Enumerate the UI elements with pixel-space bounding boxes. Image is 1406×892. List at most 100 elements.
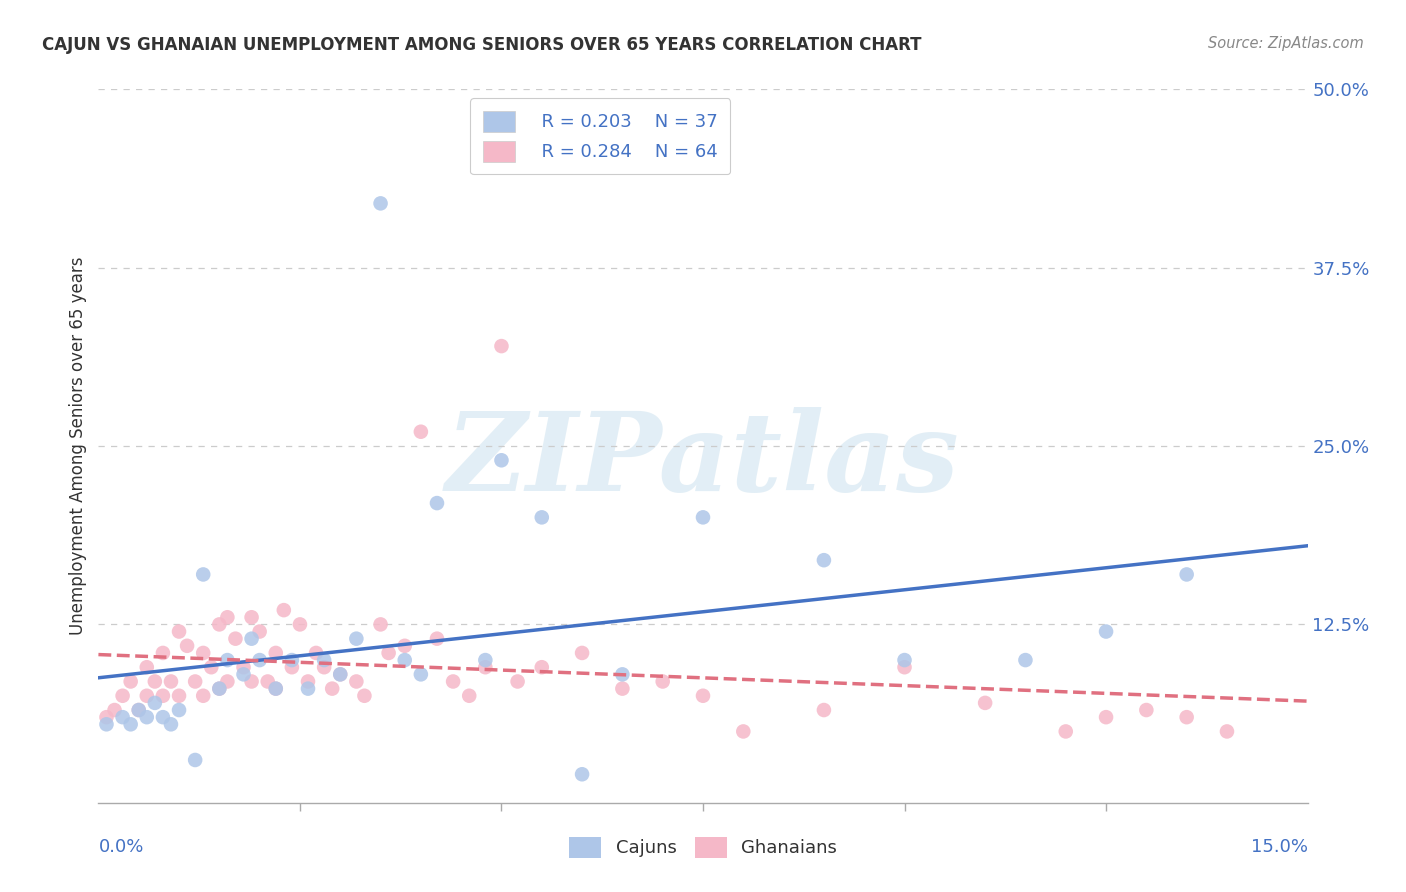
Point bbox=[329, 667, 352, 681]
Point bbox=[193, 646, 215, 660]
Point bbox=[813, 553, 835, 567]
Text: Source: ZipAtlas.com: Source: ZipAtlas.com bbox=[1208, 36, 1364, 51]
Point bbox=[167, 689, 190, 703]
Point bbox=[240, 674, 263, 689]
Point bbox=[143, 696, 166, 710]
Point bbox=[571, 767, 593, 781]
Point bbox=[281, 653, 304, 667]
Point bbox=[217, 674, 239, 689]
Point bbox=[256, 674, 278, 689]
Point bbox=[200, 660, 222, 674]
Point bbox=[426, 496, 449, 510]
Point bbox=[217, 610, 239, 624]
Point bbox=[1135, 703, 1157, 717]
Point bbox=[240, 610, 263, 624]
Point bbox=[506, 674, 529, 689]
Text: 0.0%: 0.0% bbox=[98, 838, 143, 856]
Point bbox=[103, 703, 125, 717]
Text: 15.0%: 15.0% bbox=[1250, 838, 1308, 856]
Point bbox=[264, 681, 287, 696]
Point bbox=[281, 660, 304, 674]
Point bbox=[733, 724, 755, 739]
Point bbox=[264, 681, 287, 696]
Point bbox=[491, 339, 513, 353]
Point bbox=[273, 603, 295, 617]
Point bbox=[208, 681, 231, 696]
Point bbox=[128, 703, 150, 717]
Point bbox=[160, 717, 183, 731]
Point bbox=[193, 689, 215, 703]
Point bbox=[1054, 724, 1077, 739]
Point bbox=[128, 703, 150, 717]
Point bbox=[224, 632, 246, 646]
Point bbox=[1175, 710, 1198, 724]
Point bbox=[176, 639, 198, 653]
Point bbox=[1095, 624, 1118, 639]
Point bbox=[184, 674, 207, 689]
Point bbox=[344, 674, 367, 689]
Point bbox=[344, 632, 367, 646]
Point bbox=[297, 681, 319, 696]
Point bbox=[111, 710, 134, 724]
Point bbox=[377, 646, 399, 660]
Point bbox=[1216, 724, 1239, 739]
Point bbox=[135, 660, 157, 674]
Point bbox=[1014, 653, 1036, 667]
Point bbox=[135, 689, 157, 703]
Point bbox=[321, 681, 343, 696]
Point bbox=[96, 710, 118, 724]
Point bbox=[143, 674, 166, 689]
Point bbox=[208, 681, 231, 696]
Point bbox=[474, 653, 496, 667]
Point bbox=[167, 624, 190, 639]
Point bbox=[135, 710, 157, 724]
Point bbox=[288, 617, 311, 632]
Point bbox=[491, 453, 513, 467]
Point bbox=[893, 660, 915, 674]
Point bbox=[474, 660, 496, 674]
Point bbox=[152, 689, 174, 703]
Point bbox=[232, 660, 254, 674]
Point bbox=[184, 753, 207, 767]
Point bbox=[530, 660, 553, 674]
Point bbox=[193, 567, 215, 582]
Point bbox=[160, 674, 183, 689]
Point bbox=[111, 689, 134, 703]
Point bbox=[120, 674, 142, 689]
Text: ZIPatlas: ZIPatlas bbox=[446, 407, 960, 514]
Point bbox=[217, 653, 239, 667]
Point bbox=[152, 646, 174, 660]
Point bbox=[305, 646, 328, 660]
Point bbox=[353, 689, 375, 703]
Text: CAJUN VS GHANAIAN UNEMPLOYMENT AMONG SENIORS OVER 65 YEARS CORRELATION CHART: CAJUN VS GHANAIAN UNEMPLOYMENT AMONG SEN… bbox=[42, 36, 922, 54]
Point bbox=[152, 710, 174, 724]
Point bbox=[370, 196, 392, 211]
Point bbox=[314, 653, 336, 667]
Point bbox=[208, 617, 231, 632]
Point bbox=[571, 646, 593, 660]
Point bbox=[120, 717, 142, 731]
Point bbox=[813, 703, 835, 717]
Point bbox=[1095, 710, 1118, 724]
Point bbox=[530, 510, 553, 524]
Point bbox=[167, 703, 190, 717]
Point bbox=[893, 653, 915, 667]
Point bbox=[232, 667, 254, 681]
Point bbox=[612, 667, 634, 681]
Point bbox=[297, 674, 319, 689]
Point bbox=[240, 632, 263, 646]
Point bbox=[409, 425, 432, 439]
Point bbox=[264, 646, 287, 660]
Point bbox=[96, 717, 118, 731]
Point bbox=[651, 674, 673, 689]
Point bbox=[409, 667, 432, 681]
Legend: Cajuns, Ghanaians: Cajuns, Ghanaians bbox=[561, 830, 845, 865]
Point bbox=[974, 696, 997, 710]
Point bbox=[394, 639, 416, 653]
Y-axis label: Unemployment Among Seniors over 65 years: Unemployment Among Seniors over 65 years bbox=[69, 257, 87, 635]
Point bbox=[314, 660, 336, 674]
Point bbox=[692, 689, 714, 703]
Point bbox=[370, 617, 392, 632]
Point bbox=[426, 632, 449, 646]
Point bbox=[692, 510, 714, 524]
